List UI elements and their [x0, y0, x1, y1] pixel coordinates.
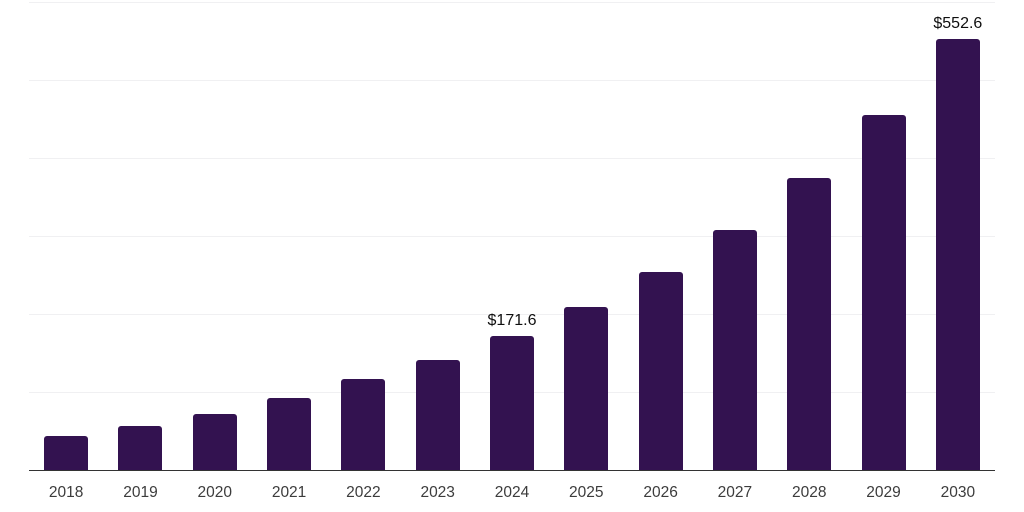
gridline: [29, 2, 995, 3]
x-tick-label-2027: 2027: [717, 484, 753, 501]
gridline: [29, 314, 995, 315]
x-axis-tick-labels: 2018 2019 2020 2021 2022 2023 2024 2025 2026 2027…: [29, 482, 995, 506]
value-label-2030: $552.6: [933, 14, 983, 32]
bar-2028: [787, 178, 832, 470]
x-tick-label-2026: 2026: [643, 484, 678, 501]
bar-2027: [712, 229, 757, 470]
bar-2025: [564, 307, 609, 470]
bar-2030: [935, 38, 980, 470]
bar-2026: [638, 272, 683, 470]
bar-2021: [267, 398, 312, 470]
gridline: [29, 236, 995, 237]
bar-2019: [118, 425, 163, 470]
plot-area: $171.6 $552.6: [29, 2, 995, 471]
x-tick-label-2025: 2025: [569, 484, 604, 501]
bar-2024: [490, 336, 534, 470]
bar-2029: [861, 115, 906, 470]
x-tick-label-2019: 2019: [123, 484, 158, 501]
gridline: [29, 158, 995, 159]
x-tick-label-2023: 2023: [420, 484, 455, 501]
bar-2018: [44, 436, 89, 470]
x-tick-label-2030: 2030: [940, 484, 976, 501]
bar-2022: [341, 379, 386, 470]
x-tick-label-2029: 2029: [866, 484, 901, 501]
gridline: [29, 80, 995, 81]
value-label-2024: $171.6: [487, 312, 537, 330]
x-tick-label-2028: 2028: [791, 484, 827, 501]
x-tick-label-2022: 2022: [346, 484, 381, 501]
x-tick-label-2020: 2020: [197, 484, 233, 501]
x-axis-line: [29, 469, 995, 471]
x-tick-label-2018: 2018: [48, 484, 84, 501]
x-tick-label-2021: 2021: [271, 484, 307, 501]
x-tick-label-2024: 2024: [494, 484, 530, 501]
bar-2020: [192, 414, 237, 470]
bar-2023: [415, 359, 460, 470]
